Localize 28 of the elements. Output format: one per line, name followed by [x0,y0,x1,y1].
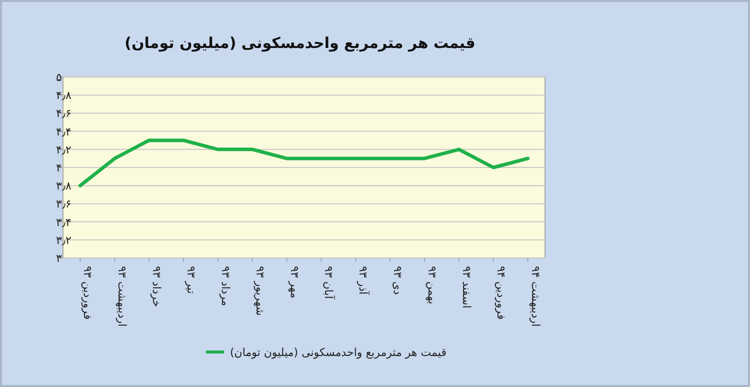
x-tick-label: آذر ۹۳ [356,266,371,296]
y-tick-label: ۴٫۶ [56,107,72,120]
x-tick-label: اردیبهشت ۹۳ [116,266,129,327]
y-tick-label: ۳٫۴ [56,216,72,229]
y-tick-label: ۳٫۶ [56,198,72,211]
chart-title: قیمت هر مترمربع واحدمسکونی (میلیون تومان) [124,34,476,52]
y-tick-label: ۳٫۲ [56,234,72,247]
y-tick-label: ۴٫۴ [56,125,72,138]
x-tick-label: فروردین ۹۴ [494,266,508,320]
x-tick-label: شهریور ۹۳ [253,266,266,316]
x-tick-label: فروردین ۹۳ [81,266,94,320]
x-tick-label: تیر ۹۳ [184,266,198,294]
x-tick-label: اسفند ۹۳ [460,266,473,308]
y-tick-label: ۴ [56,162,62,174]
line-series [78,138,530,188]
y-tick-label: ۴٫۸ [56,89,72,102]
legend-label: قیمت هر مترمربع واحدمسکونی (میلیون تومان) [230,346,446,359]
x-tick-label: اردیبهشت ۹۴ [528,266,542,327]
y-tick-label: ۴٫۲ [56,143,72,156]
y-tick-label: ۳ [56,252,62,265]
y-tick-label: ۳٫۸ [56,180,72,193]
x-tick-label: خرداد ۹۳ [150,266,164,308]
x-tick-label: مهر ۹۳ [288,266,301,298]
x-tick-label: مرداد ۹۳ [218,266,232,306]
x-tick-label: بهمن ۹۳ [426,266,438,304]
y-tick-label: ۵ [56,71,62,84]
x-tick-label: آبان ۹۳ [322,266,336,300]
x-tick-label: دی ۹۳ [391,266,404,295]
